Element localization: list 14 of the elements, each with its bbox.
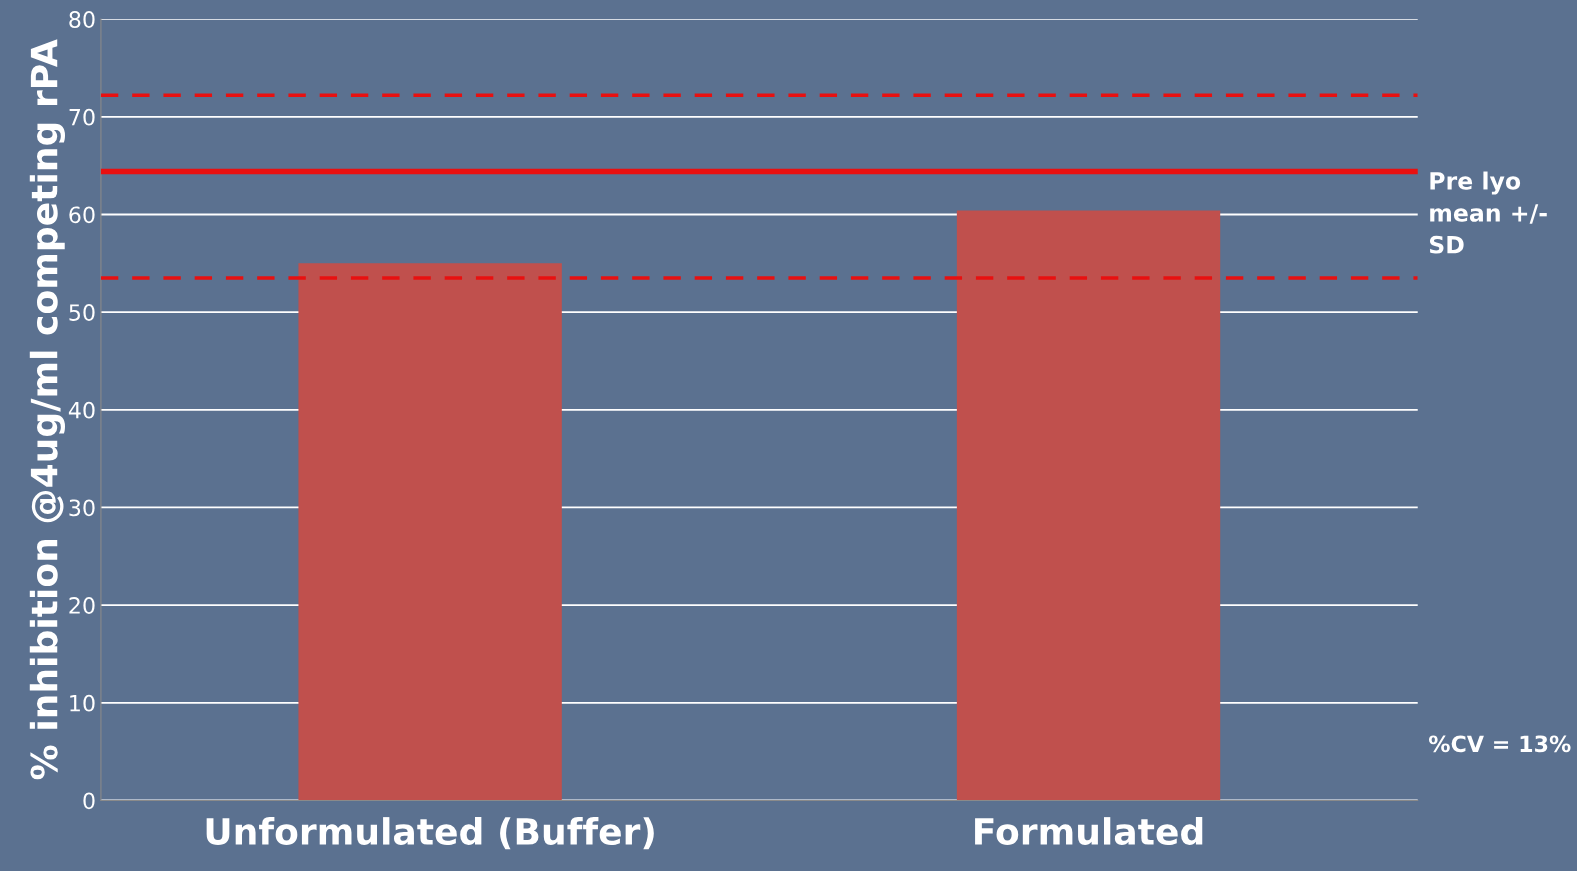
y-tick-label: 0 — [83, 792, 95, 810]
x-tick-label: Unformulated (Buffer) — [206, 817, 654, 850]
y-tick-label: 60 — [69, 206, 95, 224]
y-axis-title: % inhibition @4ug/ml competing rPA — [29, 39, 66, 780]
ref-line-label: Pre lyo mean +/- SD — [1429, 171, 1547, 254]
y-tick-label: 70 — [69, 108, 95, 126]
x-tick-label: Formulated — [975, 817, 1203, 846]
y-tick-label: 80 — [69, 11, 95, 28]
y-tick-label: 50 — [69, 304, 95, 321]
y-tick-label: 40 — [68, 401, 95, 419]
y-tick-label: 30 — [69, 499, 95, 517]
text: %CV = 13% — [1428, 735, 1571, 753]
y-tick-label: 10 — [70, 694, 95, 712]
y-tick-label: 20 — [69, 597, 95, 614]
